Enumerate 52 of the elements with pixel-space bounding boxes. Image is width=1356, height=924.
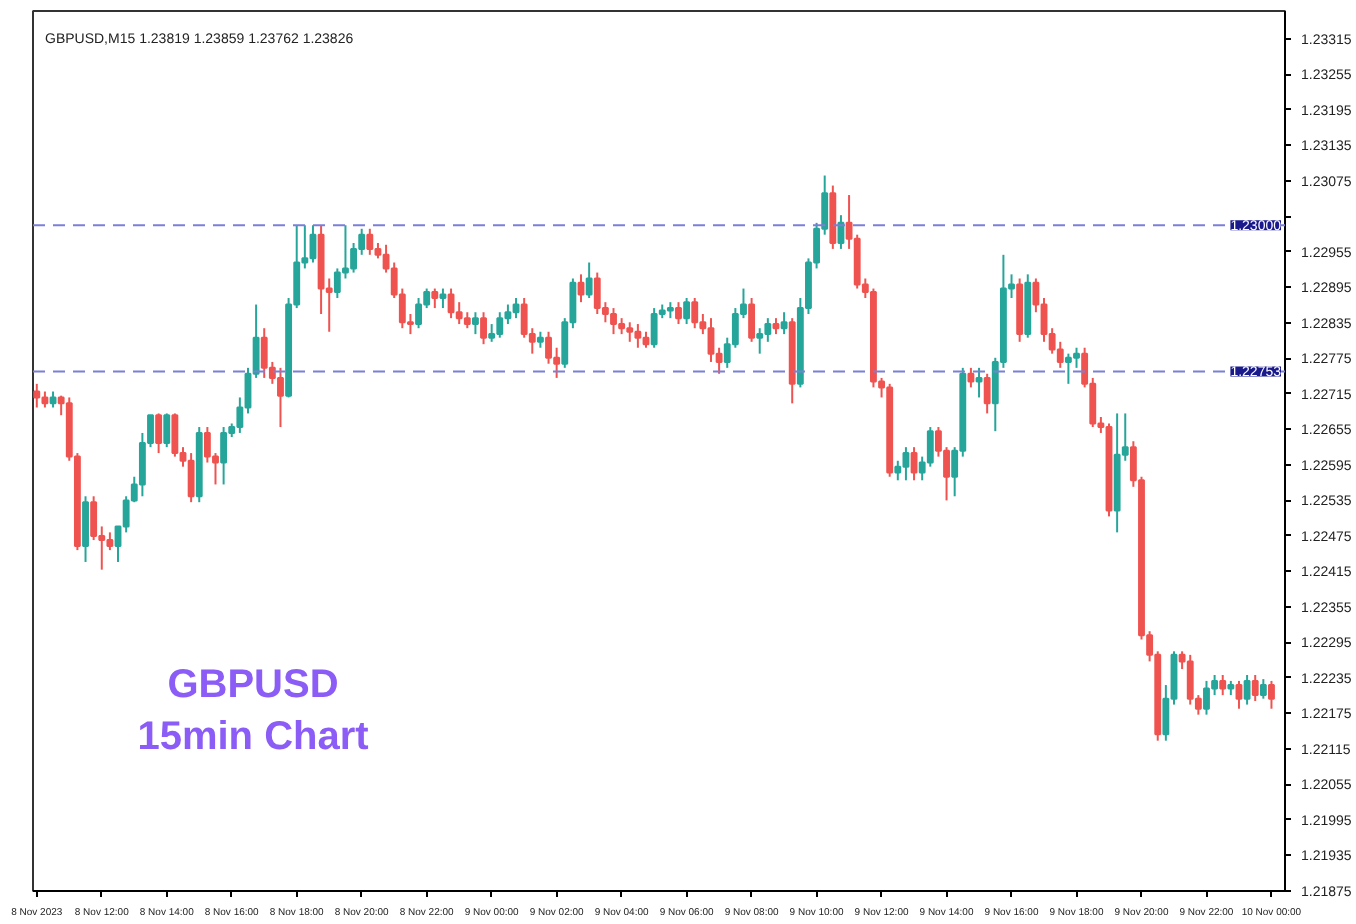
candlestick — [683, 297, 691, 326]
candlestick — [1073, 346, 1080, 369]
annotation: 15min Chart — [137, 715, 370, 759]
candlestick — [187, 452, 195, 504]
candlestick — [366, 227, 374, 256]
candlestick — [675, 301, 682, 326]
candlestick — [926, 426, 934, 468]
candlestick — [33, 382, 41, 409]
candlestick — [691, 297, 699, 330]
candlestick — [1056, 340, 1064, 369]
candlestick — [545, 330, 552, 365]
candlestick — [350, 241, 358, 274]
candlestick — [1243, 673, 1251, 706]
candlestick — [707, 317, 715, 363]
candlestick — [480, 311, 487, 346]
candlestick — [634, 323, 642, 349]
candlestick — [650, 307, 658, 349]
candlestick — [910, 446, 918, 482]
candlestick — [431, 287, 439, 310]
candlestick — [447, 287, 455, 320]
candlestick — [260, 327, 268, 379]
candlestick — [593, 271, 601, 315]
candlestick — [1259, 678, 1267, 700]
candlestick — [455, 301, 463, 326]
candlestick — [902, 446, 910, 482]
candlestick — [171, 412, 179, 458]
candlestick — [471, 311, 479, 336]
candlestick — [163, 412, 171, 449]
candlestick — [277, 366, 284, 429]
candlestick — [155, 412, 163, 455]
candlestick — [756, 327, 764, 355]
candlestick — [1251, 673, 1259, 703]
annotation: GBPUSD — [167, 663, 339, 707]
candlestick — [82, 495, 89, 563]
candlestick — [1064, 352, 1072, 385]
candlestick — [1203, 679, 1210, 716]
candlestick — [439, 287, 447, 310]
candlestick — [415, 297, 422, 330]
candlestick — [90, 495, 98, 542]
candlestick — [894, 459, 902, 482]
candlestick — [983, 372, 991, 415]
candlestick — [1219, 673, 1227, 697]
candlestick — [496, 311, 504, 339]
candlestick — [610, 307, 617, 336]
candlestick — [748, 297, 756, 343]
candlestick — [220, 426, 228, 486]
candlestick — [1235, 679, 1243, 710]
candlestick — [1268, 679, 1275, 710]
candlestick — [967, 366, 975, 389]
candlestick — [780, 311, 788, 336]
candlestick — [585, 261, 593, 300]
candlestick — [626, 321, 634, 343]
